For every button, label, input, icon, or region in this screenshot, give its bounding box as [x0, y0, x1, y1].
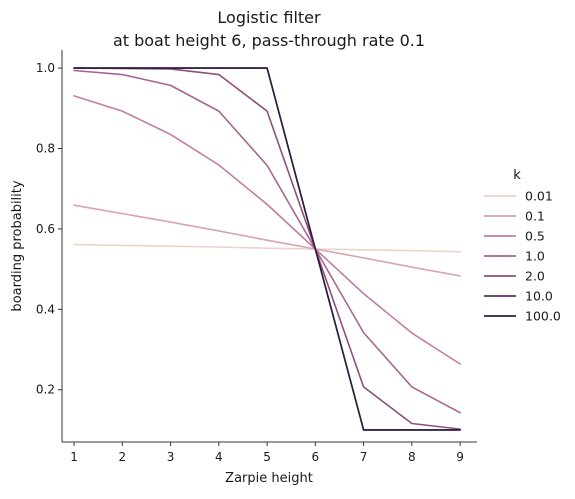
- legend: k 0.01 0.1 0.5 1.0 2.0 10.0 100.0: [484, 168, 561, 324]
- x-tick-label: 9: [456, 450, 464, 464]
- series-line-k-0.01: [73, 243, 461, 253]
- x-tick-label: 6: [312, 450, 320, 464]
- plot-area: 1 2 3 4 5 6 7 8 9 0.2 0.4 0.6 0.8 1.0: [36, 50, 477, 464]
- series-line-k-1.0: [73, 69, 461, 414]
- legend-label-k-10.0: 10.0: [525, 289, 553, 304]
- x-tick-label: 3: [167, 450, 175, 464]
- legend-title: k: [513, 168, 521, 183]
- chart-subtitle: at boat height 6, pass-through rate 0.1: [113, 31, 425, 50]
- legend-label-k-0.01: 0.01: [525, 189, 553, 204]
- x-tick-label: 4: [215, 450, 223, 464]
- x-tick-label: 7: [360, 450, 368, 464]
- x-tick-label: 5: [263, 450, 271, 464]
- x-axis-label: Zarpie height: [225, 471, 313, 486]
- legend-label-k-0.5: 0.5: [525, 229, 545, 244]
- y-tick-label: 0.2: [36, 383, 55, 397]
- legend-label-k-2.0: 2.0: [525, 269, 545, 284]
- series-line-k-0.1: [73, 204, 461, 277]
- series-line-k-0.5: [73, 95, 461, 365]
- y-tick-label: 0.6: [36, 222, 55, 236]
- x-tick-label: 2: [118, 450, 126, 464]
- chart-title: Logistic filter: [217, 8, 321, 27]
- x-tick-label: 1: [70, 450, 78, 464]
- legend-label-k-100.0: 100.0: [525, 309, 561, 324]
- y-tick-label: 1.0: [36, 61, 55, 75]
- x-tick-label: 8: [408, 450, 416, 464]
- series-line-k-100.0: [73, 67, 461, 431]
- legend-label-k-1.0: 1.0: [525, 249, 545, 264]
- y-axis-label: boarding probability: [10, 180, 25, 311]
- y-tick-label: 0.8: [36, 142, 55, 156]
- y-tick-label: 0.4: [36, 302, 55, 316]
- legend-label-k-0.1: 0.1: [525, 209, 545, 224]
